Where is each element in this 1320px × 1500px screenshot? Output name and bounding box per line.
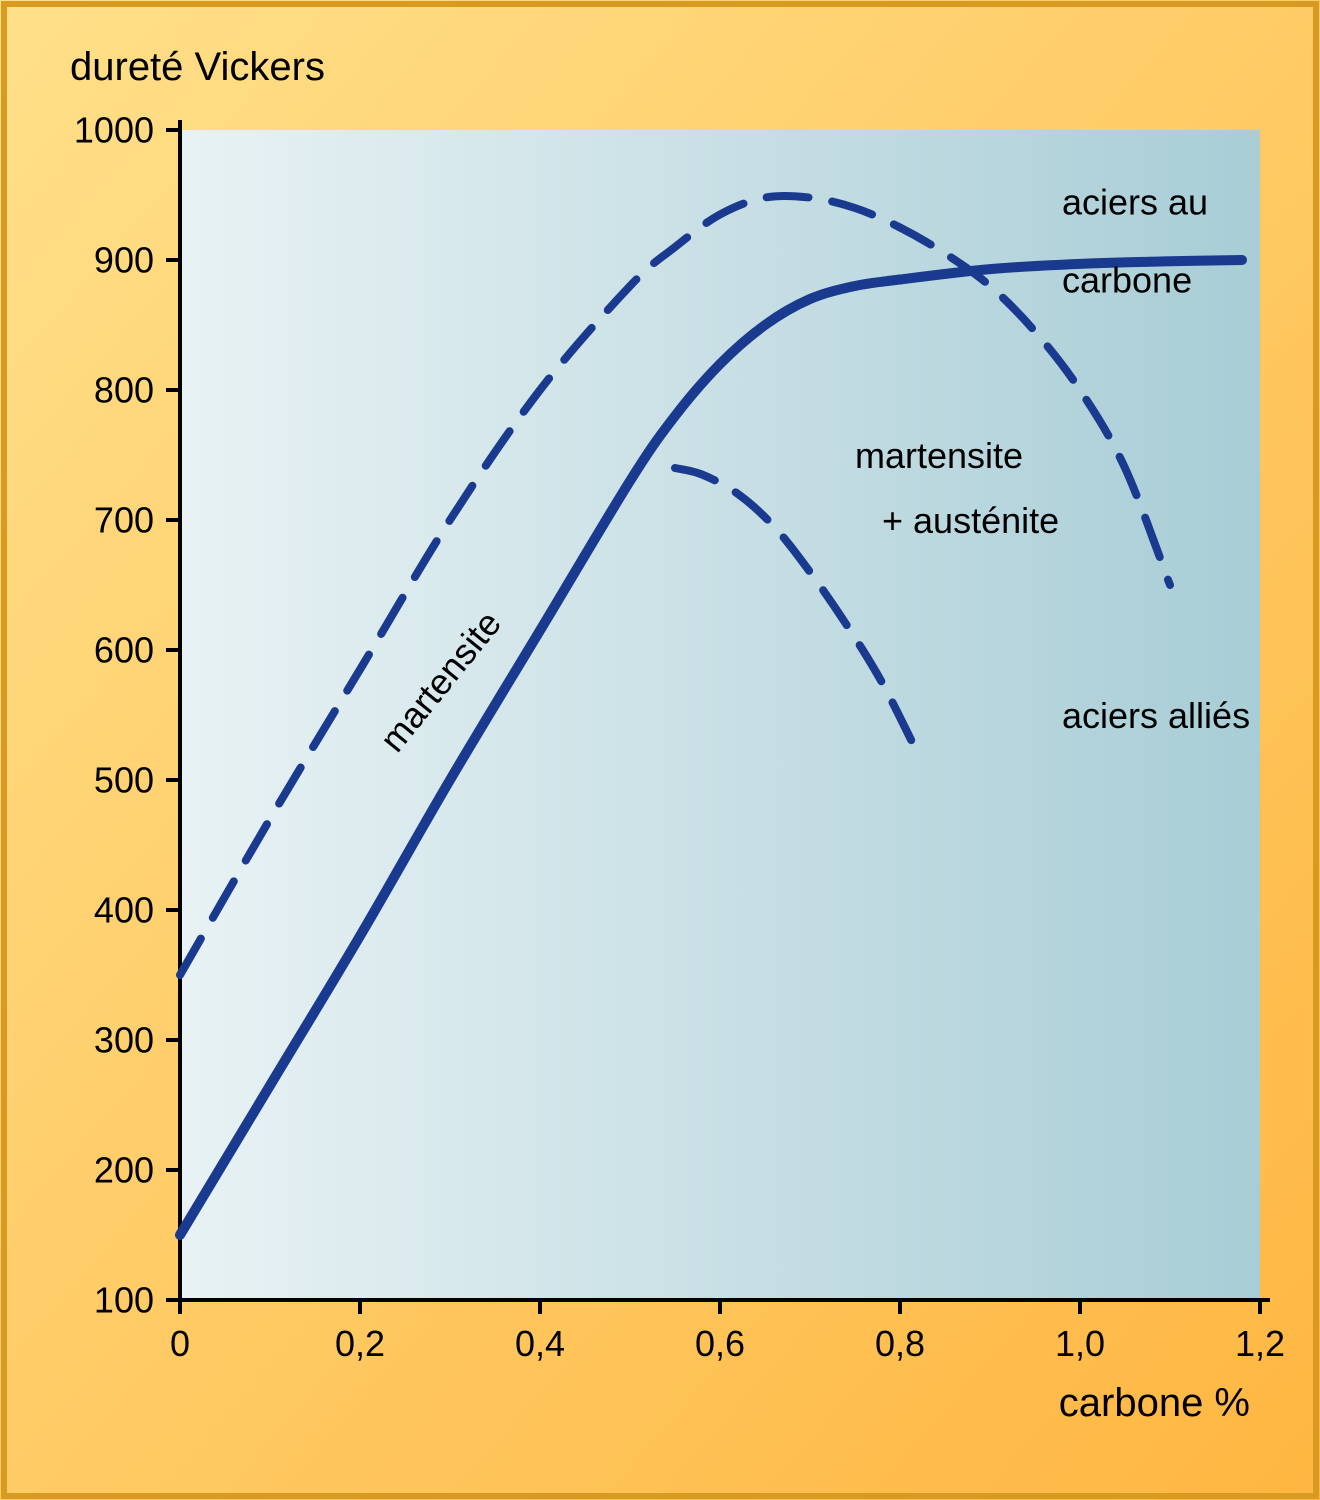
label-martensite-austenite-line1: martensite bbox=[855, 435, 1023, 476]
y-tick-label: 400 bbox=[94, 890, 154, 931]
label-aciers-au-carbone-line1: aciers au bbox=[1062, 182, 1208, 223]
x-axis-title: carbone % bbox=[1059, 1381, 1250, 1425]
x-tick-label: 0,2 bbox=[335, 1323, 385, 1364]
y-tick-label: 300 bbox=[94, 1020, 154, 1061]
y-tick-label: 600 bbox=[94, 630, 154, 671]
y-tick-label: 200 bbox=[94, 1150, 154, 1191]
label-martensite-austenite-line2: + austénite bbox=[882, 500, 1059, 541]
label-aciers-au-carbone-line2: carbone bbox=[1062, 260, 1192, 301]
x-tick-label: 0,6 bbox=[695, 1323, 745, 1364]
x-tick-label: 0,8 bbox=[875, 1323, 925, 1364]
x-tick-label: 1,2 bbox=[1235, 1323, 1285, 1364]
chart-container: 100 200 300 400 500 600 700 800 900 1000 0 0,2 0,4 0… bbox=[0, 0, 1320, 1500]
y-tick-label: 1000 bbox=[74, 110, 154, 151]
y-tick-label: 700 bbox=[94, 500, 154, 541]
y-tick-label: 900 bbox=[94, 240, 154, 281]
x-tick-label: 0 bbox=[170, 1323, 190, 1364]
label-aciers-allies: aciers alliés bbox=[1062, 695, 1250, 736]
hardness-chart: 100 200 300 400 500 600 700 800 900 1000 0 0,2 0,4 0… bbox=[0, 0, 1320, 1500]
y-tick-label: 500 bbox=[94, 760, 154, 801]
x-tick-label: 1,0 bbox=[1055, 1323, 1105, 1364]
y-tick-label: 800 bbox=[94, 370, 154, 411]
x-tick-label: 0,4 bbox=[515, 1323, 565, 1364]
y-axis-title: dureté Vickers bbox=[70, 45, 325, 89]
y-tick-label: 100 bbox=[94, 1280, 154, 1321]
